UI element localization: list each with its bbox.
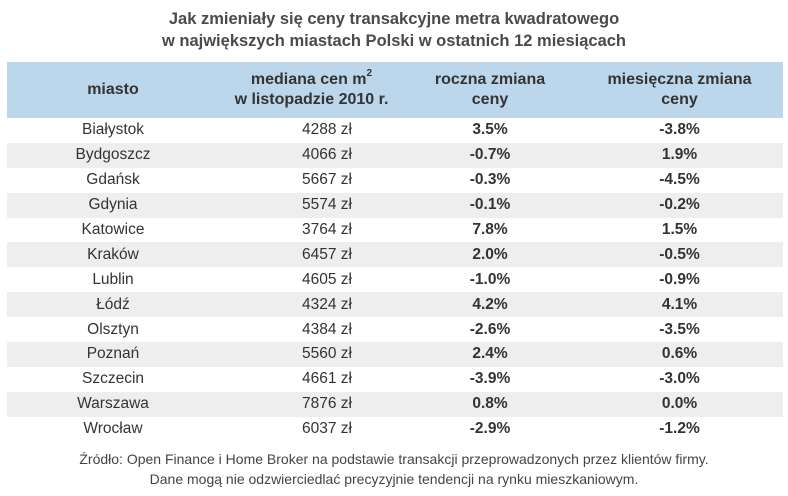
city-cell: Szczecin	[81, 370, 145, 388]
city-cell: Bydgoszcz	[75, 146, 151, 164]
table-row: Łódź 4324 zł 4.2% 4.1%	[7, 292, 783, 318]
monthly-change-cell: -4.5%	[659, 171, 700, 189]
monthly-change-cell: -1.2%	[659, 420, 700, 438]
monthly-change-cell: -3.5%	[659, 320, 700, 338]
price-cell: 3764 zł	[302, 221, 352, 238]
city-cell: Lublin	[92, 270, 134, 288]
annual-change-cell: -2.9%	[469, 420, 511, 438]
city-cell: Katowice	[81, 221, 145, 238]
price-cell: 4288 zł	[302, 121, 352, 139]
table-row: Lublin 4605 zł -1.0% -0.9%	[7, 267, 783, 292]
price-cell: 5667 zł	[302, 171, 352, 189]
table-row: Katowice 3764 zł 7.8% 1.5%	[7, 218, 783, 243]
header-monthly-change: miesięczna zmiana ceny	[607, 71, 752, 108]
city-cell: Gdynia	[88, 196, 138, 214]
price-cell: 6457 zł	[302, 245, 352, 263]
city-cell: Białystok	[81, 121, 145, 139]
monthly-change-cell: 4.1%	[661, 295, 698, 313]
annual-change-cell: -2.6%	[469, 320, 511, 338]
monthly-change-cell: 0.0%	[661, 395, 698, 413]
source-line-2: Dane mogą nie odzwierciedlać precyzyjnie…	[149, 471, 639, 487]
price-cell: 5560 zł	[302, 345, 352, 363]
annual-change-cell: 0.8%	[472, 395, 508, 413]
annual-change-cell: -1.0%	[469, 270, 511, 288]
table-row: Bydgoszcz 4066 zł -0.7% 1.9%	[7, 142, 783, 168]
table-row: Wrocław 6037 zł -2.9% -1.2%	[7, 417, 783, 442]
monthly-change-cell: 1.9%	[661, 146, 698, 164]
annual-change-cell: 4.2%	[472, 295, 508, 313]
header-annual-change: roczna zmiana ceny	[434, 71, 546, 108]
monthly-change-cell: -0.2%	[659, 196, 700, 214]
monthly-change-cell: 1.5%	[661, 221, 698, 238]
annual-change-cell: -0.7%	[469, 146, 511, 164]
table-header: miasto mediana cen m2 w listopadzie 2010…	[7, 62, 783, 118]
table-row: Białystok 4288 zł 3.5% -3.8%	[7, 118, 783, 143]
monthly-change-cell: -0.5%	[659, 245, 700, 263]
price-cell: 4661 zł	[302, 370, 352, 388]
price-cell: 6037 zł	[302, 420, 352, 438]
price-cell: 4324 zł	[302, 295, 352, 313]
header-median: mediana cen m2 w listopadzie 2010 r.	[234, 67, 389, 108]
header-city: miasto	[87, 81, 139, 98]
header-row: miasto mediana cen m2 w listopadzie 2010…	[7, 62, 783, 118]
title-line-1: Jak zmieniały się ceny transakcyjne metr…	[168, 10, 620, 28]
price-cell: 4384 zł	[302, 320, 352, 338]
table-body: Białystok 4288 zł 3.5% -3.8% Bydgoszcz 4066 z…	[7, 118, 783, 442]
table-row: Gdynia 5574 zł -0.1% -0.2%	[7, 192, 783, 218]
city-cell: Warszawa	[77, 395, 149, 413]
city-cell: Gdańsk	[86, 171, 140, 189]
annual-change-cell: 7.8%	[472, 221, 508, 238]
city-cell: Kraków	[87, 245, 139, 263]
city-cell: Wrocław	[83, 420, 143, 438]
monthly-change-cell: -0.9%	[659, 270, 700, 288]
price-cell: 4066 zł	[302, 146, 352, 164]
annual-change-cell: 3.5%	[472, 121, 508, 139]
table-row: Gdańsk 5667 zł -0.3% -4.5%	[7, 168, 783, 193]
monthly-change-cell: 0.6%	[661, 345, 698, 363]
city-cell: Poznań	[86, 345, 140, 363]
monthly-change-cell: -3.0%	[659, 370, 700, 388]
price-cell: 7876 zł	[302, 395, 352, 413]
annual-change-cell: 2.0%	[472, 245, 508, 263]
price-cell: 4605 zł	[302, 270, 352, 288]
annual-change-cell: -0.3%	[469, 171, 511, 189]
table-row: Warszawa 7876 zł 0.8% 0.0%	[7, 391, 783, 417]
city-cell: Łódź	[96, 295, 130, 313]
annual-change-cell: -0.1%	[469, 196, 511, 214]
source-line-1: Źródło: Open Finance i Home Broker na po…	[79, 451, 709, 467]
city-cell: Olsztyn	[87, 320, 139, 338]
table-row: Poznań 5560 zł 2.4% 0.6%	[7, 342, 783, 367]
source-note: Źródło: Open Finance i Home Broker na po…	[0, 449, 788, 489]
title-line-2: w największych miastach Polski w ostatni…	[161, 32, 627, 50]
monthly-change-cell: -3.8%	[659, 121, 700, 139]
table-title: Jak zmieniały się ceny transakcyjne metr…	[0, 8, 788, 52]
table-row: Kraków 6457 zł 2.0% -0.5%	[7, 242, 783, 268]
price-cell: 5574 zł	[302, 196, 352, 214]
annual-change-cell: 2.4%	[472, 345, 508, 363]
table-row: Szczecin 4661 zł -3.9% -3.0%	[7, 367, 783, 392]
annual-change-cell: -3.9%	[469, 370, 511, 388]
price-table: miasto mediana cen m2 w listopadzie 2010…	[7, 62, 783, 442]
table-row: Olsztyn 4384 zł -2.6% -3.5%	[7, 317, 783, 342]
